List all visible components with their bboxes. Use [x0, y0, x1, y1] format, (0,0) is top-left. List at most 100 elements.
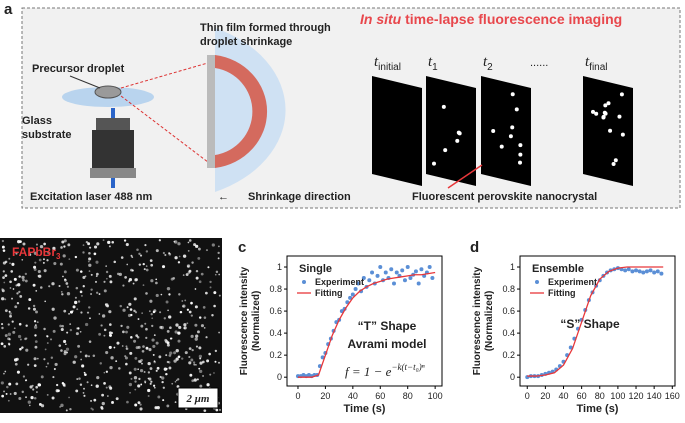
- spot: [153, 334, 156, 336]
- spot: [95, 260, 99, 264]
- y-axis-label: Fluorescence intensity: [239, 266, 250, 375]
- spot: [33, 251, 38, 256]
- spot: [92, 354, 96, 358]
- spot: [165, 354, 168, 357]
- spot: [109, 323, 112, 326]
- spot: [151, 324, 154, 328]
- spot: [1, 289, 5, 293]
- spot: [133, 309, 136, 313]
- spot: [142, 345, 145, 348]
- spot: [94, 280, 98, 283]
- spot: [105, 265, 107, 267]
- spot: [53, 316, 57, 320]
- x-tick-label: 100: [428, 391, 443, 401]
- spot: [109, 280, 113, 284]
- spot: [51, 396, 55, 400]
- spot: [102, 239, 105, 242]
- nanocrystal: [594, 111, 599, 116]
- spot: [195, 244, 199, 248]
- spot: [133, 367, 137, 371]
- legend-label: Experiment: [548, 277, 597, 287]
- x-tick-label: 80: [595, 391, 605, 401]
- spot: [63, 245, 66, 248]
- spot: [96, 242, 100, 246]
- spot: [33, 265, 37, 269]
- spot: [166, 329, 170, 333]
- spot: [173, 359, 177, 363]
- spot: [84, 373, 87, 376]
- spot: [197, 330, 200, 334]
- spot: [194, 337, 198, 341]
- spot: [51, 282, 55, 286]
- spot: [0, 342, 4, 346]
- nanocrystal: [443, 148, 448, 153]
- spot: [44, 348, 47, 351]
- spot: [194, 305, 198, 309]
- spot: [137, 384, 141, 388]
- spot: [178, 255, 181, 258]
- substrate-label: Glass: [22, 115, 52, 127]
- nanocrystal: [608, 128, 613, 133]
- spot: [134, 388, 137, 391]
- x-tick-label: 60: [577, 391, 587, 401]
- spot: [131, 256, 134, 258]
- spot: [1, 288, 4, 291]
- frame-sub: final: [589, 62, 607, 73]
- spot: [3, 372, 5, 375]
- spot: [219, 408, 221, 411]
- spot: [96, 376, 100, 380]
- spot: [11, 320, 14, 323]
- nanocrystal: [491, 129, 496, 134]
- spot: [177, 331, 181, 335]
- spot: [190, 358, 194, 362]
- y-tick-label: 0.6: [269, 306, 282, 316]
- data-point: [623, 268, 628, 273]
- data-point: [568, 345, 573, 350]
- spot: [37, 269, 41, 274]
- spot: [37, 383, 41, 387]
- spot: [108, 274, 112, 278]
- spot: [46, 334, 49, 338]
- spot: [123, 239, 127, 242]
- frame-label: t1: [428, 54, 438, 73]
- spot: [65, 409, 68, 412]
- spot: [215, 270, 219, 274]
- panel-label: a: [4, 1, 13, 18]
- spot: [145, 268, 149, 272]
- spot: [108, 310, 112, 314]
- spot: [100, 324, 103, 327]
- spot: [202, 360, 205, 364]
- spot: [86, 381, 89, 384]
- spot: [24, 337, 27, 341]
- spot: [166, 360, 170, 364]
- spot: [40, 375, 44, 379]
- data-point: [408, 276, 413, 281]
- spot: [153, 384, 156, 387]
- data-point: [644, 269, 649, 274]
- x-tick-label: 40: [559, 391, 569, 401]
- data-point: [637, 269, 642, 274]
- spot: [205, 336, 208, 339]
- spot: [149, 259, 153, 262]
- spot: [186, 308, 190, 311]
- spot: [198, 354, 203, 359]
- spot: [11, 262, 15, 266]
- spot: [177, 355, 181, 359]
- spot: [190, 314, 193, 317]
- spot: [111, 240, 115, 244]
- spot: [168, 354, 172, 357]
- frame-sub: 1: [432, 62, 438, 73]
- spot: [34, 324, 37, 327]
- spot: [191, 348, 194, 352]
- frame-label: tfinal: [585, 54, 608, 73]
- annotation: “S” Shape: [560, 317, 620, 331]
- spot: [103, 334, 106, 337]
- spot: [33, 320, 37, 323]
- data-point: [370, 270, 375, 275]
- spot: [137, 345, 141, 349]
- spot: [68, 396, 70, 399]
- spot: [134, 380, 137, 383]
- spot: [161, 376, 165, 380]
- spot: [38, 258, 42, 262]
- spot: [2, 261, 6, 265]
